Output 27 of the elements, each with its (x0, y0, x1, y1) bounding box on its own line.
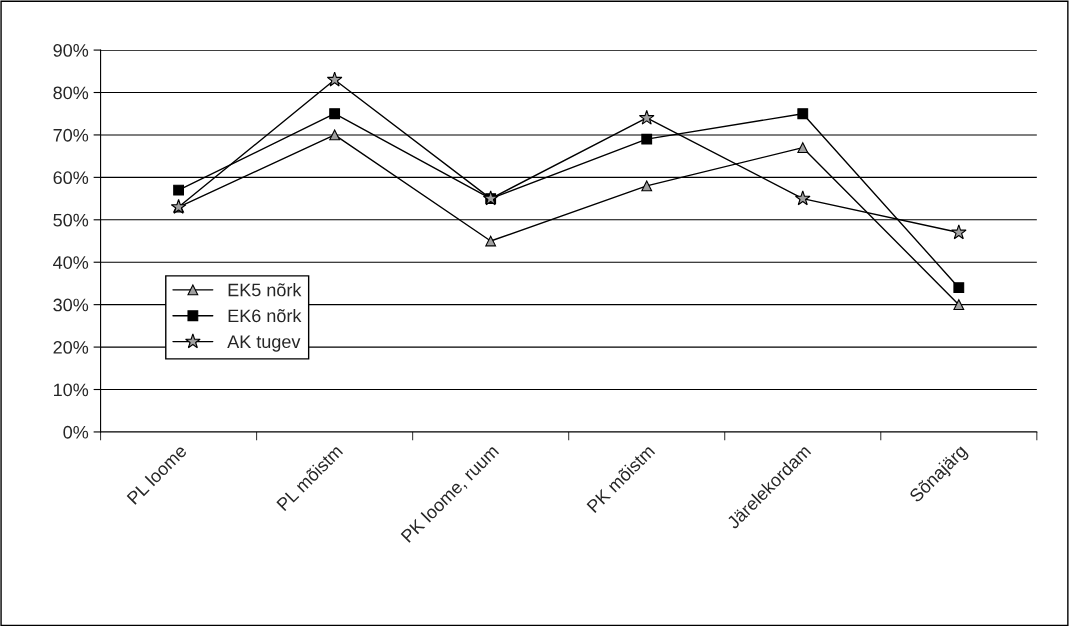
y-tick-label: 80% (53, 86, 89, 100)
y-tick-label: 90% (53, 44, 89, 57)
y-tick-label: 0% (63, 425, 89, 439)
legend-label: EK6 nõrk (228, 308, 302, 323)
point (638, 109, 655, 125)
y-tick-label: 60% (53, 171, 89, 185)
y-tick-label: 70% (53, 128, 89, 142)
legend-label: AK tugev (227, 335, 301, 352)
point (953, 299, 965, 311)
point (797, 108, 809, 120)
y-tick-label: 50% (53, 213, 89, 227)
y-tick-label: 30% (53, 298, 89, 312)
point (953, 282, 965, 294)
y-tick-label: 20% (53, 341, 89, 354)
point (326, 71, 343, 87)
legend-label: EK5 nõrk (228, 283, 302, 297)
point (329, 129, 341, 141)
point (950, 224, 967, 240)
y-tick-label: 10% (54, 383, 89, 397)
point (641, 133, 653, 145)
y-tick-label: 40% (53, 256, 89, 269)
point (797, 142, 809, 154)
point (485, 235, 497, 247)
point (641, 180, 653, 192)
point (173, 184, 185, 196)
point (794, 190, 811, 206)
point (329, 108, 341, 120)
